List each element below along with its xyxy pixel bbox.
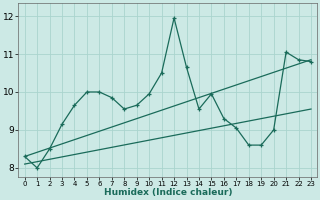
X-axis label: Humidex (Indice chaleur): Humidex (Indice chaleur) (104, 188, 232, 197)
